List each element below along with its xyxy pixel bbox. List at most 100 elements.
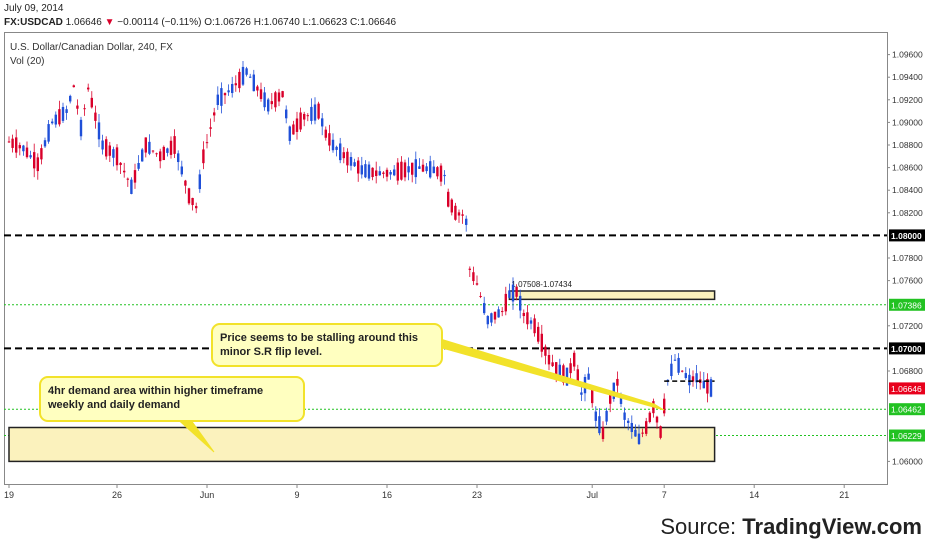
x-tick-label: 26 — [112, 490, 122, 500]
high-label: H: — [253, 17, 264, 28]
candle-down — [573, 352, 576, 367]
candle-down — [342, 152, 345, 159]
candle-up — [490, 313, 493, 323]
candle-down — [609, 394, 612, 404]
candle-up — [364, 164, 367, 178]
candle-down — [645, 421, 648, 434]
y-tick-label: 1.08400 — [892, 185, 923, 195]
level-tag — [889, 229, 925, 242]
candle-down — [238, 71, 241, 89]
candle-up — [558, 364, 561, 379]
candle-up — [612, 382, 615, 399]
candle-down — [472, 272, 475, 282]
candle-up — [198, 174, 201, 190]
candle-down — [18, 145, 21, 149]
callout-demand: 4hr demand area within higher timeframe w… — [39, 376, 305, 453]
candle-down — [537, 326, 540, 342]
candle-down — [540, 333, 543, 352]
candle-down — [436, 167, 439, 177]
candle-down — [454, 205, 457, 220]
candle-up — [677, 357, 680, 373]
candle-up — [65, 109, 68, 113]
candle-down — [234, 83, 237, 86]
candle-down — [681, 370, 684, 372]
open-label: O: — [204, 17, 215, 28]
candle-down — [144, 137, 147, 153]
candle-down — [115, 147, 119, 166]
candle-up — [508, 290, 511, 298]
level-tag — [889, 342, 925, 355]
candle-down — [616, 378, 619, 386]
candle-up — [580, 392, 583, 395]
level-tag-label: 1.06229 — [891, 431, 922, 441]
chart-svg[interactable]: U.S. Dollar/Canadian Dollar, 240, FX Vol … — [4, 32, 926, 507]
x-tick-label: 9 — [294, 490, 299, 500]
candle-down — [202, 149, 205, 164]
candle-down — [547, 354, 551, 365]
candle-down — [382, 172, 385, 174]
chart-frame[interactable]: U.S. Dollar/Canadian Dollar, 240, FX Vol … — [4, 32, 926, 507]
candle-down — [371, 167, 374, 178]
symbol-label[interactable]: FX:USDCAD — [4, 17, 63, 28]
candle-up — [166, 148, 169, 153]
candle-down — [515, 286, 518, 297]
candle-down — [562, 365, 565, 383]
candle-up — [630, 422, 633, 433]
candle-down — [87, 87, 90, 90]
candle-up — [331, 139, 335, 151]
candle-up — [220, 88, 223, 106]
candle-up — [180, 166, 183, 175]
candle-down — [76, 105, 79, 109]
candle-down — [209, 127, 212, 129]
candle-down — [7, 141, 11, 143]
candle-down — [277, 92, 281, 102]
candle-up — [702, 380, 705, 389]
candle-up — [43, 140, 47, 147]
candle-up — [137, 163, 140, 169]
candle-up — [245, 68, 248, 75]
candle-down — [555, 362, 558, 376]
candle-down — [457, 212, 461, 216]
candle-up — [389, 171, 392, 175]
candle-up — [97, 122, 101, 140]
candle-up — [637, 433, 641, 444]
candle-up — [483, 303, 486, 314]
candle-down — [659, 426, 662, 438]
change-arrow-icon: ▼ — [104, 17, 115, 28]
candle-up — [79, 119, 83, 137]
candle-down — [461, 214, 464, 216]
candle-down — [83, 108, 86, 110]
callout-text: weekly and daily demand — [47, 399, 180, 411]
candle-down — [256, 86, 259, 91]
candle-up — [130, 179, 133, 194]
y-tick-label: 1.06000 — [892, 456, 923, 466]
open-value: 1.06726 — [214, 17, 251, 28]
candle-up — [335, 146, 338, 150]
candle-up — [367, 164, 371, 179]
candle-up — [594, 411, 597, 421]
y-tick-label: 1.09000 — [892, 117, 923, 127]
x-tick-label: 7 — [662, 490, 667, 500]
chart-date: July 09, 2014 — [4, 3, 64, 14]
source-credit: Source: TradingView.com — [660, 514, 922, 540]
candle-down — [159, 151, 162, 162]
candle-down — [493, 311, 497, 320]
candle-down — [663, 398, 666, 414]
candle-down — [133, 170, 137, 183]
candle-down — [295, 118, 299, 132]
x-tick-label: 23 — [472, 490, 482, 500]
candle-down — [641, 432, 644, 434]
candle-down — [691, 376, 695, 382]
candle-up — [339, 143, 342, 161]
candle-up — [22, 145, 25, 152]
y-tick-label: 1.07600 — [892, 276, 923, 286]
candle-up — [231, 83, 234, 94]
candle-down — [303, 113, 306, 120]
y-tick-label: 1.08200 — [892, 208, 923, 218]
candle-up — [623, 412, 626, 420]
callout-box — [211, 323, 443, 367]
candle-up — [249, 76, 252, 78]
candle-up — [565, 367, 569, 386]
candle-down — [274, 92, 277, 108]
candle-down — [123, 170, 126, 173]
